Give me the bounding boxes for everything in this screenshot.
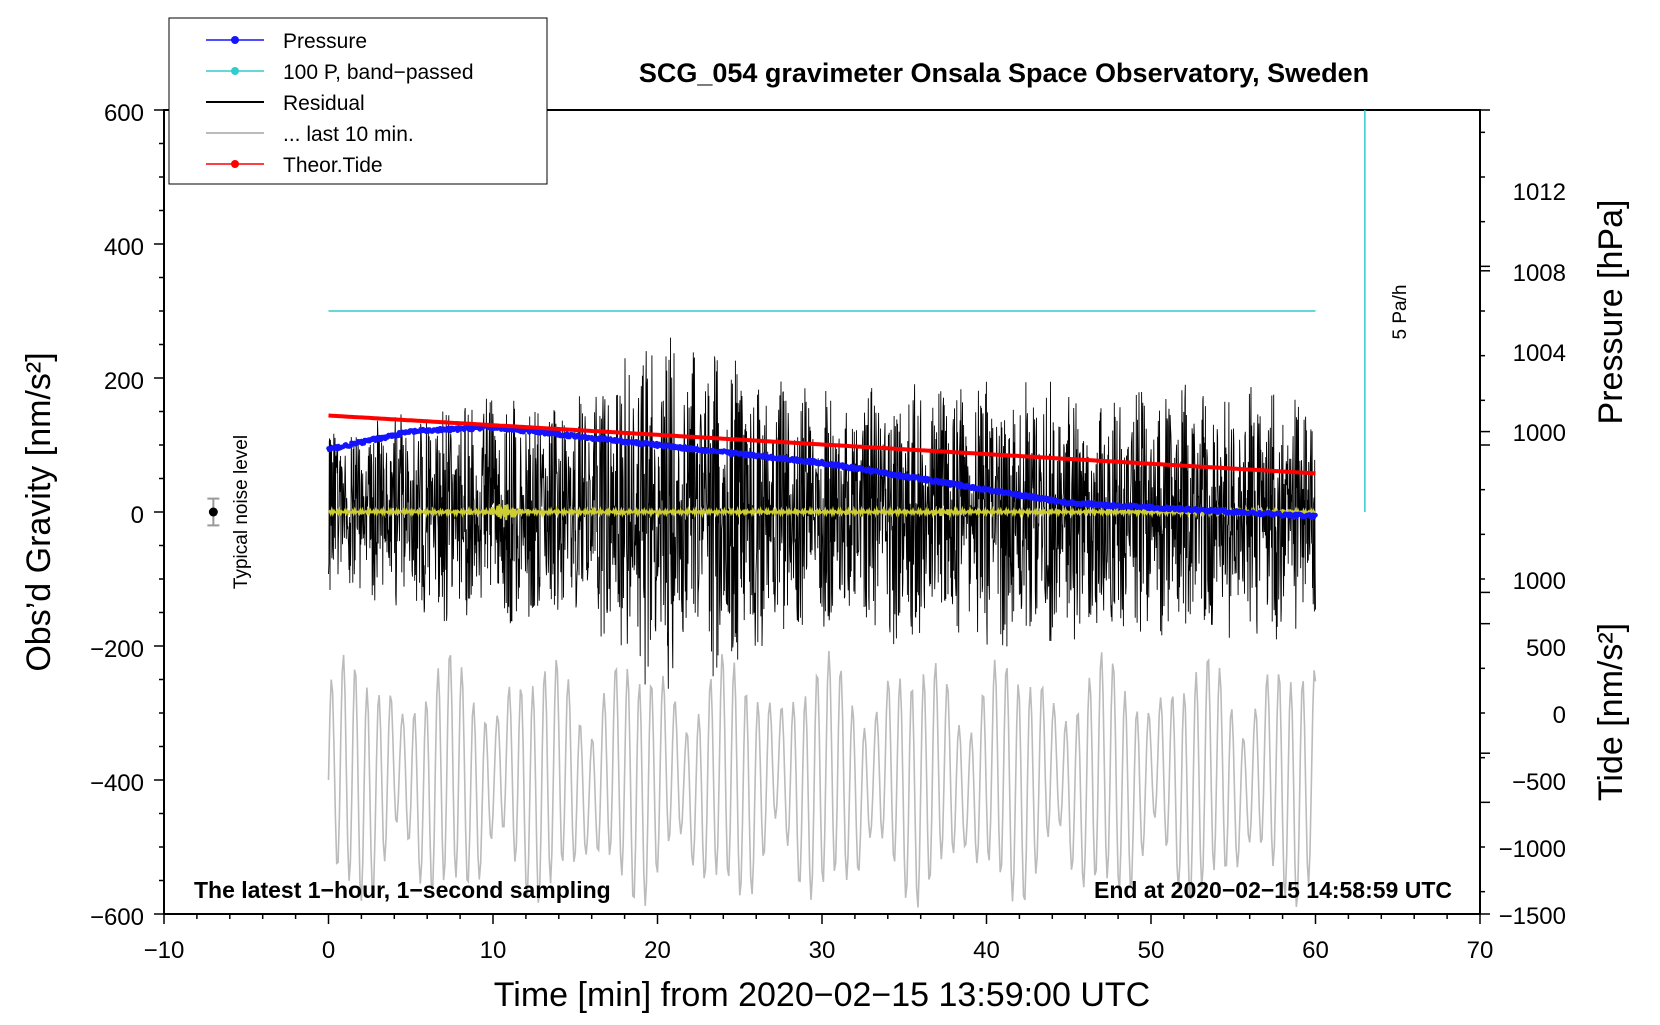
tide-tick-label: 0 [1553, 702, 1566, 729]
x-tick-label: 0 [322, 937, 335, 964]
legend-marker-tide [231, 160, 239, 168]
legend-marker-pressure [231, 36, 239, 44]
x-tick-label: 10 [480, 937, 507, 964]
x-tick-label: 50 [1138, 937, 1165, 964]
tide-tick-label: 500 [1526, 635, 1566, 662]
tide-tick-label: −1000 [1499, 836, 1566, 863]
residual-line [328, 337, 1316, 689]
tide-tick-label: −1500 [1499, 903, 1566, 930]
tick-marks [154, 109, 1490, 924]
y-axis-title: Obs’d Gravity [nm/s²] [20, 352, 58, 671]
y-tick-label: 400 [104, 234, 144, 261]
y-tick-label: −400 [90, 770, 144, 797]
y-tick-label: −200 [90, 636, 144, 663]
x-tick-label: 70 [1467, 937, 1494, 964]
x-tick-label: 60 [1302, 937, 1329, 964]
noise-marker [208, 507, 218, 517]
markers [207, 110, 1366, 527]
legend-label: Theor.Tide [283, 154, 383, 177]
x-tick-label: 30 [809, 937, 836, 964]
series-tide [328, 413, 1316, 476]
series-residual [328, 337, 1316, 689]
pressure-tick-label: 1012 [1513, 179, 1566, 206]
y-tick-label: 600 [104, 100, 144, 127]
legend-label: 100 P, band−passed [283, 61, 474, 84]
pressure-tick-label: 1008 [1513, 260, 1566, 287]
noise-level-label: Typical noise level [231, 435, 252, 589]
y-tick-label: −600 [90, 904, 144, 931]
y-tick-label: 0 [131, 502, 144, 529]
note-end-time: End at 2020−02−15 14:58:59 UTC [1094, 877, 1452, 903]
pressure-tick-label: 1000 [1513, 420, 1566, 447]
note-sampling: The latest 1−hour, 1−second sampling [194, 877, 611, 903]
tide-line [328, 413, 1316, 476]
x-tick-label: 20 [644, 937, 671, 964]
legend-label: Residual [283, 92, 365, 115]
tide-tick-label: −500 [1512, 769, 1566, 796]
tide-axis-title: Tide [nm/s²] [1592, 623, 1630, 801]
x-tick-label: 40 [973, 937, 1000, 964]
legend-label: ... last 10 min. [283, 123, 414, 146]
legend-marker-bandpassed [231, 67, 239, 75]
pressure-point [1313, 512, 1318, 518]
legend: Pressure 100 P, band−passed Residual ...… [168, 17, 548, 185]
x-tick-label: −10 [144, 937, 185, 964]
last10-line [327, 650, 1317, 908]
tide-tick-label: 1000 [1513, 568, 1566, 595]
x-axis-title: Time [min] from 2020−02−15 13:59:00 UTC [494, 976, 1150, 1014]
series-pressure [326, 423, 1318, 520]
chart-title: SCG_054 gravimeter Onsala Space Observat… [639, 58, 1369, 88]
pressure-tick-label: 1004 [1513, 340, 1566, 367]
legend-label: Pressure [283, 30, 367, 53]
y-tick-label: 200 [104, 368, 144, 395]
rate-label: 5 Pa/h [1390, 285, 1411, 340]
series-last10 [327, 650, 1317, 908]
pressure-axis-title: Pressure [hPa] [1592, 200, 1630, 425]
